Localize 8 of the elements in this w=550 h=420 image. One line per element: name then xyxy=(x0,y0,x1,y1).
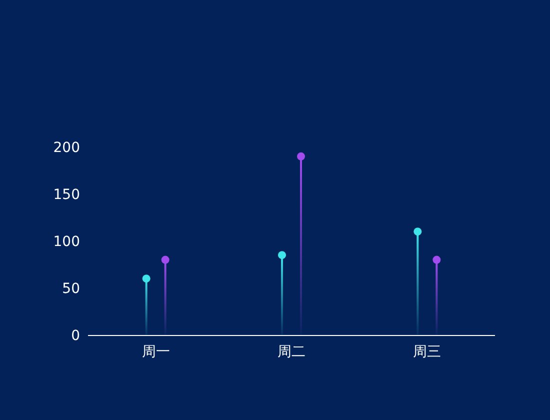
y-tick-label: 0 xyxy=(71,328,80,344)
x-tick-label: 周二 xyxy=(278,344,306,360)
x-tick-label: 周一 xyxy=(142,344,170,360)
y-tick-label: 150 xyxy=(53,187,80,203)
x-tick-label: 周三 xyxy=(413,344,442,360)
y-tick-label: 100 xyxy=(53,234,80,250)
y-tick-label: 50 xyxy=(62,281,80,297)
y-tick-label: 200 xyxy=(53,140,80,156)
